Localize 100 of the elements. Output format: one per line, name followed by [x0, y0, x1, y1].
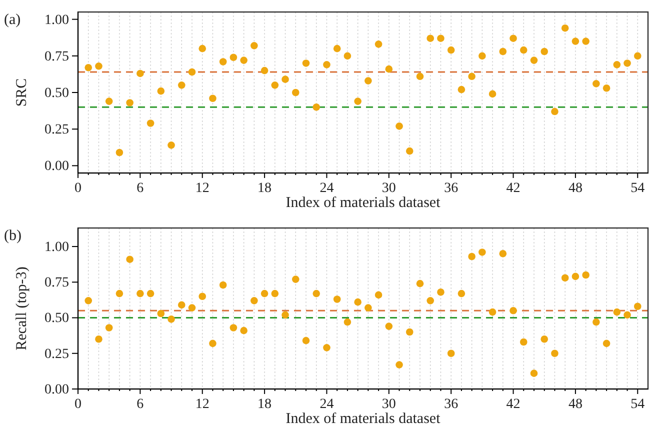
point [95, 62, 102, 70]
point [95, 335, 102, 343]
point [344, 318, 352, 326]
point [333, 44, 341, 52]
point [602, 84, 610, 92]
point [426, 297, 434, 304]
point [219, 58, 227, 66]
point [374, 291, 382, 299]
point [520, 338, 528, 346]
point [105, 98, 113, 105]
point [209, 340, 216, 348]
point [282, 311, 289, 319]
point [240, 326, 248, 334]
point [219, 281, 227, 289]
x-axis-title: Index of materials dataset [286, 411, 442, 427]
point [582, 38, 590, 45]
point [323, 61, 330, 68]
point [561, 274, 569, 282]
x-tick-label: 18 [258, 180, 272, 196]
x-tick-label: 12 [195, 396, 210, 412]
point [230, 324, 238, 332]
point [157, 310, 165, 318]
point [499, 48, 507, 56]
point [488, 90, 496, 98]
point [540, 48, 548, 56]
point [468, 252, 476, 260]
point [540, 335, 548, 343]
point [416, 280, 424, 288]
x-tick-label: 48 [568, 396, 582, 412]
point [572, 38, 580, 45]
point [240, 56, 248, 64]
point [530, 370, 538, 377]
point [146, 120, 154, 127]
point [613, 61, 621, 68]
point [458, 290, 466, 298]
point [136, 70, 144, 78]
point [447, 350, 455, 358]
point [624, 311, 631, 319]
point [354, 98, 362, 105]
point [302, 60, 310, 67]
point [323, 344, 330, 352]
point [136, 290, 144, 298]
x-tick-label: 30 [382, 396, 396, 412]
point [116, 148, 124, 156]
point [478, 248, 486, 256]
y-tick-label: 0.00 [44, 159, 69, 174]
point [396, 122, 403, 130]
point [613, 308, 621, 316]
point [126, 256, 134, 263]
point [354, 298, 362, 306]
point [178, 301, 186, 309]
y-tick-label: 1.00 [44, 240, 69, 255]
point [458, 86, 466, 94]
point [188, 68, 196, 76]
point [499, 250, 507, 258]
point [437, 288, 444, 296]
x-tick-label: 0 [74, 396, 82, 412]
point [260, 66, 268, 74]
point [344, 52, 352, 60]
x-tick-label: 30 [382, 180, 396, 196]
point [230, 54, 238, 62]
y-tick-label: 0.00 [44, 382, 69, 398]
point [116, 290, 124, 298]
point [198, 44, 206, 52]
point [488, 308, 496, 316]
point [530, 56, 538, 64]
y-tick-label: 0.75 [44, 276, 69, 291]
point [478, 52, 486, 60]
x-tick-label: 42 [506, 180, 520, 196]
x-tick-label: 54 [630, 396, 645, 412]
point [406, 328, 414, 336]
x-tick-label: 24 [320, 180, 334, 196]
x-tick-label: 42 [506, 396, 520, 412]
point [250, 297, 258, 304]
point [624, 60, 631, 67]
point [406, 147, 414, 155]
point [271, 82, 279, 89]
point [188, 304, 196, 312]
y-tick-label: 1.00 [44, 12, 69, 28]
point [178, 82, 186, 89]
point [250, 42, 258, 50]
point [634, 52, 642, 60]
point [510, 34, 517, 42]
point [634, 302, 642, 310]
x-tick-label: 12 [195, 180, 210, 196]
x-tick-label: 36 [444, 396, 458, 412]
point [157, 87, 165, 95]
point [84, 64, 92, 72]
point [510, 306, 517, 314]
point [426, 34, 434, 42]
x-tick-label: 6 [136, 396, 144, 412]
y-axis-title: SRC [14, 78, 30, 107]
point [561, 24, 569, 32]
point [333, 296, 341, 303]
x-tick-label: 6 [136, 180, 144, 196]
x-tick-label: 48 [568, 180, 582, 196]
point [302, 336, 310, 344]
x-tick-label: 0 [74, 180, 82, 196]
text: (b) [4, 228, 22, 244]
y-tick-label: 0.75 [44, 49, 69, 64]
